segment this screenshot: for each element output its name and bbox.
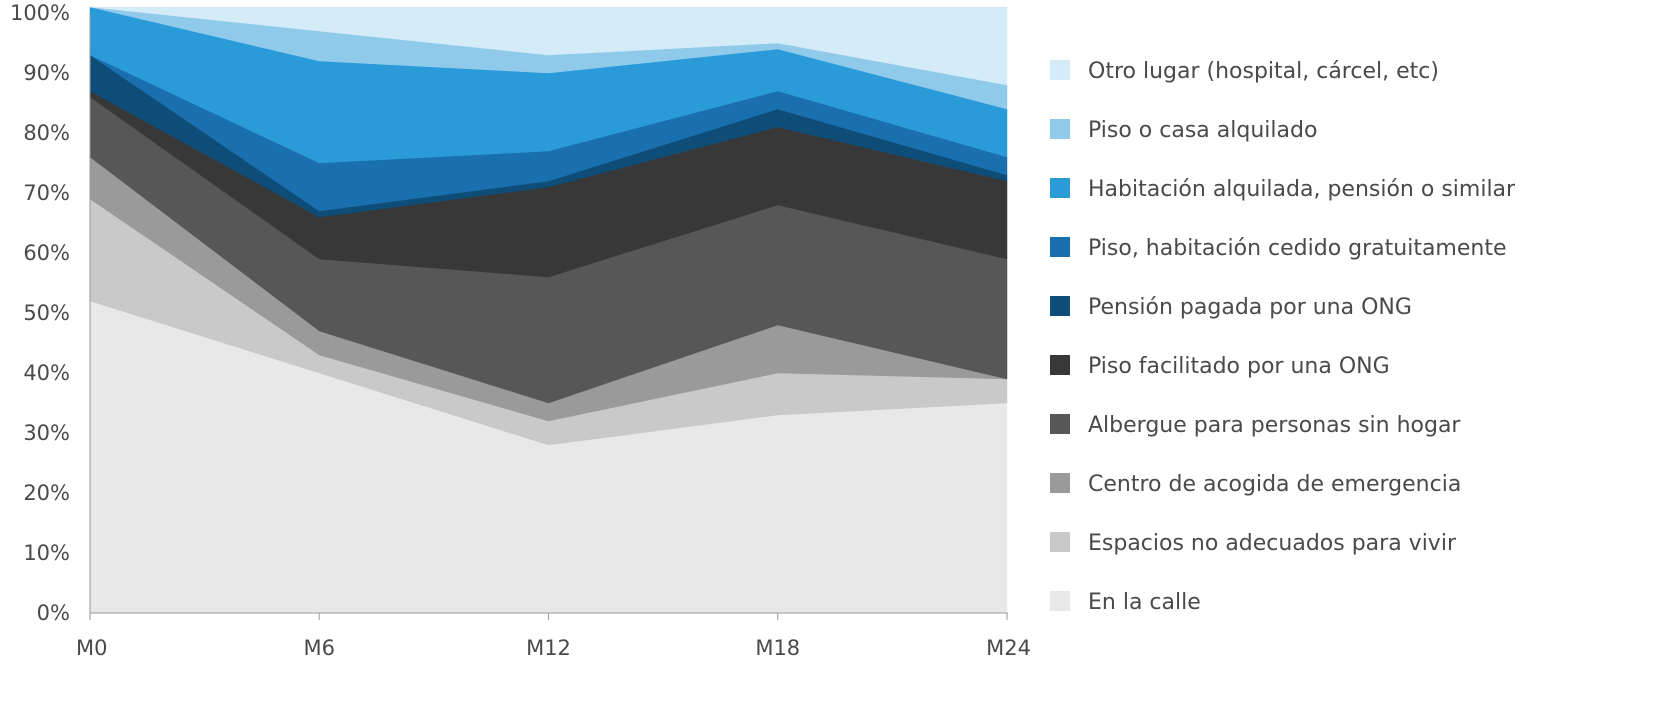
x-tick-label: M24 bbox=[986, 636, 1031, 660]
legend-swatch bbox=[1050, 119, 1070, 139]
legend-swatch bbox=[1050, 591, 1070, 611]
legend-label: Pensión pagada por una ONG bbox=[1088, 295, 1412, 320]
legend-swatch bbox=[1050, 296, 1070, 316]
y-tick-label: 100% bbox=[10, 1, 70, 25]
x-tick-label: M18 bbox=[755, 636, 800, 660]
legend-label: Centro de acogida de emergencia bbox=[1088, 472, 1461, 497]
legend: Otro lugar (hospital, cárcel, etc) Piso o… bbox=[1050, 59, 1516, 615]
y-axis-ticks: 0% 10% 20% 30% 40% 50% 60% 70% 80% 90% 100% bbox=[10, 1, 70, 625]
legend-label: En la calle bbox=[1088, 590, 1201, 615]
legend-label: Albergue para personas sin hogar bbox=[1088, 413, 1461, 438]
legend-swatch bbox=[1050, 473, 1070, 493]
legend-label: Otro lugar (hospital, cárcel, etc) bbox=[1088, 59, 1439, 84]
legend-swatch bbox=[1050, 60, 1070, 80]
legend-label: Piso facilitado por una ONG bbox=[1088, 354, 1390, 379]
area-layers bbox=[89, 6, 1008, 614]
legend-label: Piso, habitación cedido gratuitamente bbox=[1088, 236, 1507, 261]
y-tick-label: 50% bbox=[23, 301, 70, 325]
legend-label: Espacios no adecuados para vivir bbox=[1088, 531, 1457, 556]
x-tick-label: M6 bbox=[304, 636, 335, 660]
legend-label: Habitación alquilada, pensión o similar bbox=[1088, 177, 1516, 202]
legend-swatch bbox=[1050, 532, 1070, 552]
legend-swatch bbox=[1050, 237, 1070, 257]
y-tick-label: 20% bbox=[23, 481, 70, 505]
y-tick-label: 10% bbox=[23, 541, 70, 565]
y-tick-label: 0% bbox=[37, 601, 70, 625]
x-axis-ticks: M0 M6 M12 M18 M24 bbox=[76, 613, 1031, 660]
legend-swatch bbox=[1050, 178, 1070, 198]
y-tick-label: 30% bbox=[23, 421, 70, 445]
x-tick-label: M0 bbox=[76, 636, 107, 660]
y-tick-label: 70% bbox=[23, 181, 70, 205]
y-tick-label: 90% bbox=[23, 61, 70, 85]
y-tick-label: 60% bbox=[23, 241, 70, 265]
legend-swatch bbox=[1050, 414, 1070, 434]
legend-label: Piso o casa alquilado bbox=[1088, 118, 1317, 143]
legend-swatch bbox=[1050, 355, 1070, 375]
area-9 bbox=[89, 6, 1008, 86]
y-tick-label: 40% bbox=[23, 361, 70, 385]
y-tick-label: 80% bbox=[23, 121, 70, 145]
x-tick-label: M12 bbox=[526, 636, 571, 660]
